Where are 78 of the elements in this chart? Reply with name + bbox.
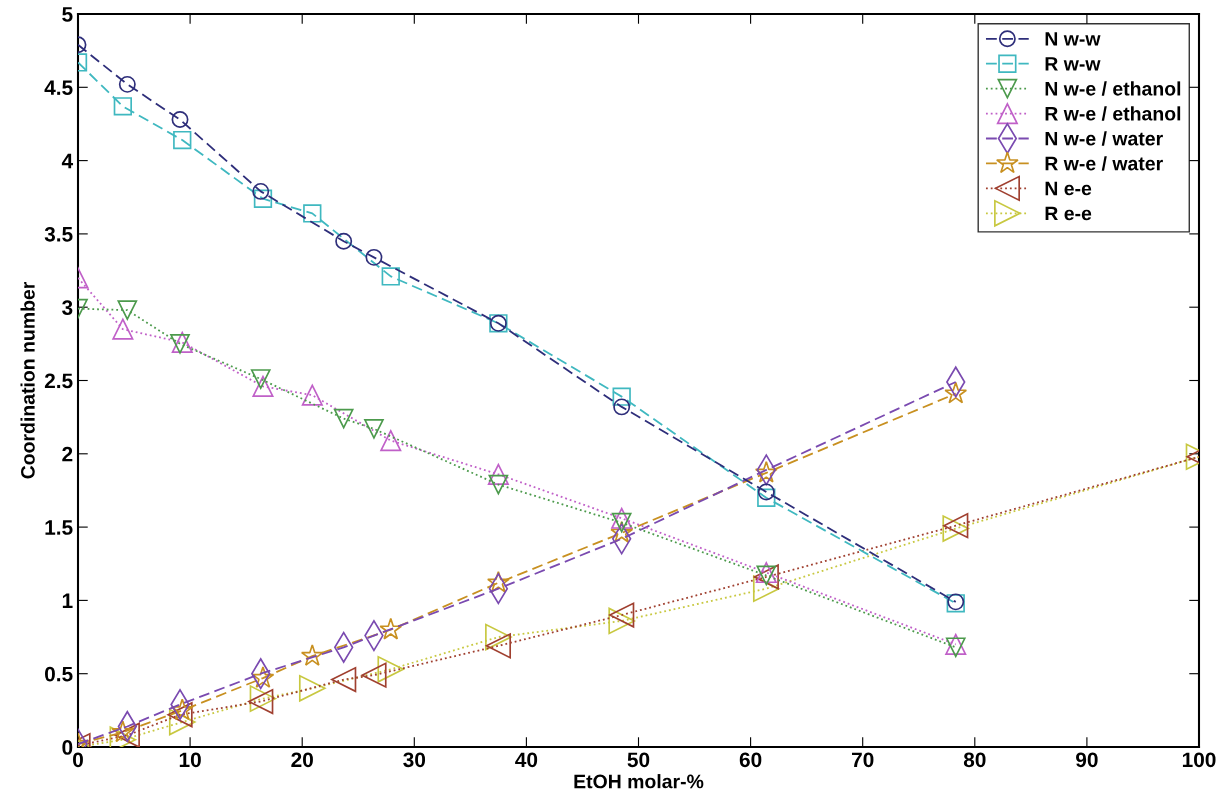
point <box>487 463 509 485</box>
legend-label: R w-w <box>1045 57 1101 71</box>
point <box>300 644 324 666</box>
point <box>381 267 400 286</box>
point <box>167 702 193 728</box>
x-tick-label: 80 <box>963 752 986 768</box>
point <box>379 617 403 640</box>
point <box>610 521 634 543</box>
point <box>485 623 512 651</box>
point <box>365 248 383 266</box>
point <box>111 720 135 743</box>
x-tick-label: 30 <box>403 752 426 768</box>
point <box>112 318 134 340</box>
legend-label: R w-e / ethanol <box>1045 106 1181 121</box>
point <box>171 111 189 129</box>
point <box>613 398 631 416</box>
point <box>757 483 775 501</box>
point <box>251 666 275 688</box>
point <box>752 575 780 603</box>
y-tick-label: 3 <box>62 300 73 315</box>
x-tick-label: 90 <box>1076 752 1098 768</box>
legend-label: N w-w <box>1045 32 1101 46</box>
point <box>488 474 509 495</box>
point <box>250 369 271 389</box>
point <box>608 607 636 635</box>
point <box>335 232 353 250</box>
point <box>611 507 633 529</box>
point <box>609 602 635 628</box>
legend-label: N w-e / ethanol <box>1045 81 1181 96</box>
point <box>117 300 138 320</box>
point <box>331 666 357 693</box>
point <box>301 384 323 406</box>
y-tick-label: 1 <box>62 593 73 608</box>
point <box>611 512 632 533</box>
point <box>252 182 270 200</box>
y-tick-label: 2.5 <box>44 373 73 389</box>
point <box>757 488 776 507</box>
x-tick-label: 20 <box>291 752 313 768</box>
y-tick-label: 1.5 <box>45 520 73 535</box>
y-tick-label: 2 <box>62 446 73 462</box>
point <box>168 708 196 736</box>
point <box>298 675 326 702</box>
y-axis-title: Coordination number <box>20 281 35 479</box>
y-tick-label: 4.5 <box>44 80 73 96</box>
x-axis-title: EtOH molar-% <box>574 774 704 789</box>
point <box>612 387 631 406</box>
point <box>485 633 512 659</box>
point <box>377 655 405 683</box>
point <box>944 381 968 404</box>
y-tick-label: 4 <box>61 153 74 169</box>
point <box>303 204 322 223</box>
y-tick-label: 5 <box>62 7 73 22</box>
point <box>114 722 140 747</box>
y-tick-label: 0 <box>62 740 73 755</box>
point <box>380 430 402 452</box>
point <box>252 375 274 397</box>
y-tick-label: 3.5 <box>44 226 73 242</box>
x-tick-label: 60 <box>739 752 762 768</box>
point <box>118 75 136 93</box>
point <box>486 570 510 593</box>
x-tick-label: 10 <box>179 752 201 768</box>
x-tick-label: 100 <box>1182 752 1216 768</box>
point <box>333 408 354 429</box>
legend-label: N e-e <box>1045 181 1092 196</box>
point <box>253 189 273 208</box>
x-tick-label: 0 <box>73 752 83 768</box>
point <box>361 662 387 688</box>
point <box>754 460 778 483</box>
point <box>173 130 192 150</box>
point <box>113 97 133 116</box>
point <box>364 419 384 439</box>
legend-label: R w-e / water <box>1045 156 1163 171</box>
legend-label: R e-e <box>1045 206 1092 221</box>
x-tick-label: 40 <box>515 752 538 768</box>
legend-label: N w-e / water <box>1045 131 1163 146</box>
y-tick-label: 0.5 <box>45 666 73 682</box>
x-tick-label: 70 <box>852 752 874 768</box>
x-tick-label: 50 <box>627 752 650 768</box>
